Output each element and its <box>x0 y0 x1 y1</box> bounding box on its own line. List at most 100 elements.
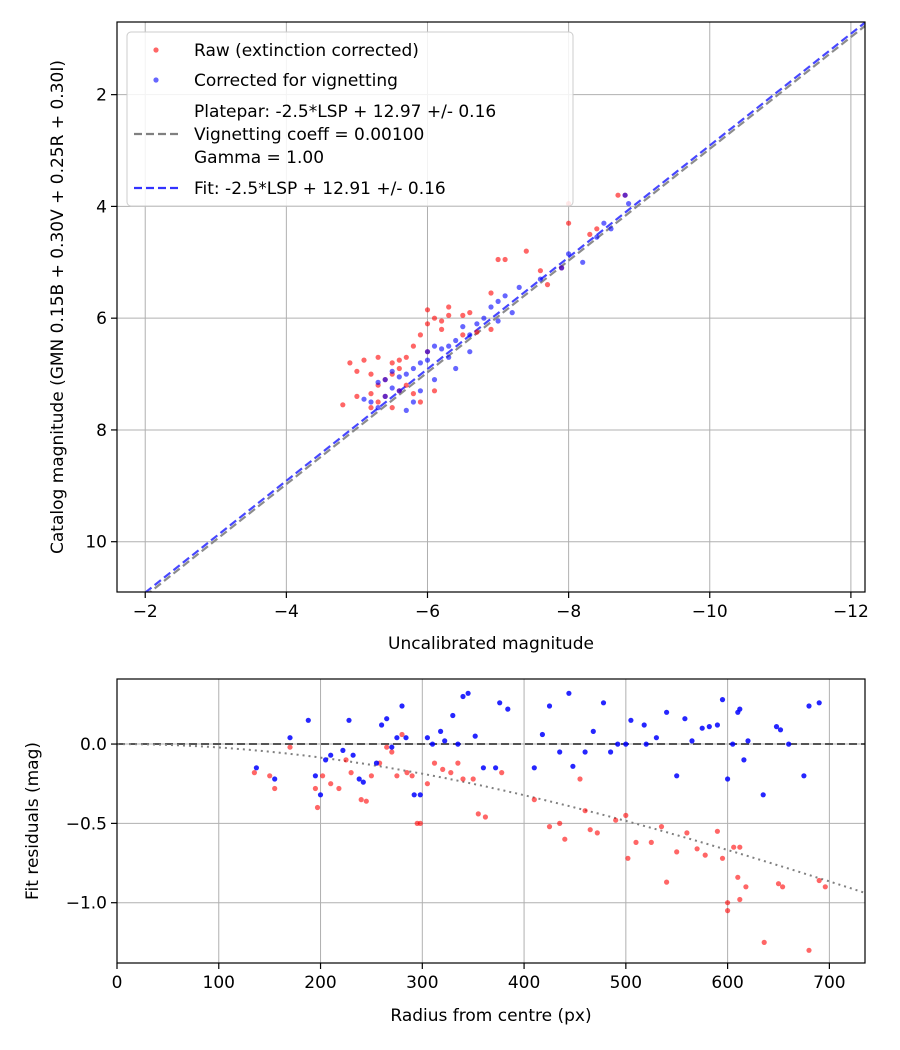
corrected-point <box>516 284 522 290</box>
corrected-point <box>417 388 423 394</box>
residual-raw-point <box>475 811 481 817</box>
residuals-y-tick-label: 0.0 <box>80 735 107 755</box>
legend-label-fit: Fit: -2.5*LSP + 12.91 +/- 0.16 <box>194 179 446 199</box>
residuals-x-tick-label: 0 <box>112 973 123 993</box>
residual-corrected-point <box>706 724 712 730</box>
legend-marker-raw <box>153 47 159 53</box>
calibration-plot: −2 −4 −6 −8 −10 −12 2 4 6 8 10 Raw (extinction cor… <box>48 21 869 654</box>
corrected-point <box>559 265 565 271</box>
residuals-vignetting-curve <box>117 743 865 894</box>
residual-raw-point <box>455 760 461 766</box>
raw-point <box>502 256 508 263</box>
calibration-y-tick-label: 8 <box>96 421 107 441</box>
residual-raw-point <box>272 785 278 792</box>
residual-raw-point <box>431 760 438 766</box>
corrected-point <box>566 251 572 257</box>
residual-corrected-point <box>411 792 417 798</box>
residuals-y-tick-label: −1.0 <box>66 894 107 914</box>
residuals-x-tick-label: 500 <box>610 973 642 993</box>
residual-raw-point <box>460 776 466 782</box>
residual-corrected-point <box>403 735 409 741</box>
residual-raw-point <box>719 855 726 861</box>
residual-corrected-point <box>389 744 395 750</box>
residuals-plot: 0 100 200 300 400 500 600 700 0.0 −0.5 −1.0 Radius… <box>23 678 866 1026</box>
residual-corrected-point <box>253 765 259 771</box>
raw-point <box>615 192 621 198</box>
corrected-point <box>368 399 374 405</box>
residual-raw-point <box>577 776 583 782</box>
corrected-point <box>488 304 494 310</box>
calibration-x-axis-title: Uncalibrated magnitude <box>388 634 594 654</box>
calibration-corrected-series <box>361 192 632 413</box>
residual-corrected-point <box>674 773 680 779</box>
residual-raw-point <box>409 773 415 779</box>
corrected-point <box>502 293 508 299</box>
residual-raw-point <box>623 812 629 819</box>
corrected-point <box>481 315 487 321</box>
platepar-line <box>148 25 865 592</box>
residuals-x-tick-label: 700 <box>813 973 845 993</box>
residual-corrected-point <box>323 757 329 763</box>
legend-marker-corrected <box>153 77 159 83</box>
residual-raw-point <box>287 744 293 750</box>
residual-corrected-point <box>737 706 743 712</box>
residual-corrected-point <box>773 724 780 730</box>
residual-raw-point <box>702 852 708 858</box>
residual-raw-point <box>684 830 690 836</box>
corrected-point <box>467 349 473 355</box>
raw-point <box>474 329 480 335</box>
raw-point <box>446 312 452 318</box>
corrected-point <box>417 360 423 366</box>
residual-raw-point <box>267 773 273 779</box>
residual-corrected-point <box>360 779 366 785</box>
residual-corrected-point <box>623 741 629 747</box>
raw-point <box>566 220 572 226</box>
raw-point <box>495 256 501 263</box>
residual-raw-point <box>743 884 749 890</box>
residual-raw-point <box>613 817 619 823</box>
residual-raw-point <box>735 874 741 880</box>
calibration-y-tick-label: 10 <box>85 533 107 553</box>
residual-raw-point <box>761 939 767 946</box>
residual-corrected-point <box>539 731 546 738</box>
residual-raw-point <box>775 881 782 887</box>
residual-raw-point <box>816 877 822 884</box>
residual-corrected-point <box>643 741 649 747</box>
raw-point <box>467 310 473 316</box>
raw-point <box>368 371 374 377</box>
corrected-point <box>375 379 381 385</box>
residual-corrected-point <box>394 735 400 741</box>
residual-corrected-point <box>745 738 751 744</box>
residual-corrected-point <box>816 700 822 706</box>
corrected-point <box>537 276 544 282</box>
raw-point <box>389 360 395 366</box>
corrected-point <box>453 365 459 372</box>
residual-corrected-point <box>786 741 792 747</box>
residual-raw-point <box>725 900 731 906</box>
residual-corrected-point <box>801 773 807 779</box>
residual-corrected-point <box>480 765 486 771</box>
residual-raw-point <box>737 844 743 850</box>
residual-corrected-point <box>312 773 318 779</box>
residual-raw-point <box>404 770 410 776</box>
legend-label-gamma: Gamma = 1.00 <box>194 148 324 168</box>
residual-raw-point <box>363 798 369 804</box>
residual-raw-point <box>394 773 400 779</box>
residual-raw-point <box>625 855 631 861</box>
residual-raw-point <box>587 827 593 833</box>
residual-corrected-point <box>600 700 607 706</box>
residual-corrected-point <box>356 776 362 782</box>
residual-raw-point <box>725 908 731 914</box>
residual-corrected-point <box>438 728 444 735</box>
residuals-x-tick-label: 200 <box>304 973 336 993</box>
calibration-x-tick-label: −12 <box>833 602 869 622</box>
residual-raw-point <box>499 770 505 776</box>
residual-corrected-point <box>317 792 324 798</box>
residual-corrected-point <box>719 697 726 703</box>
residual-raw-point <box>368 773 374 779</box>
residual-raw-point <box>806 947 812 953</box>
corrected-point <box>389 385 395 391</box>
raw-point <box>431 315 438 321</box>
residual-raw-point <box>562 836 568 842</box>
residual-raw-point <box>648 839 654 846</box>
